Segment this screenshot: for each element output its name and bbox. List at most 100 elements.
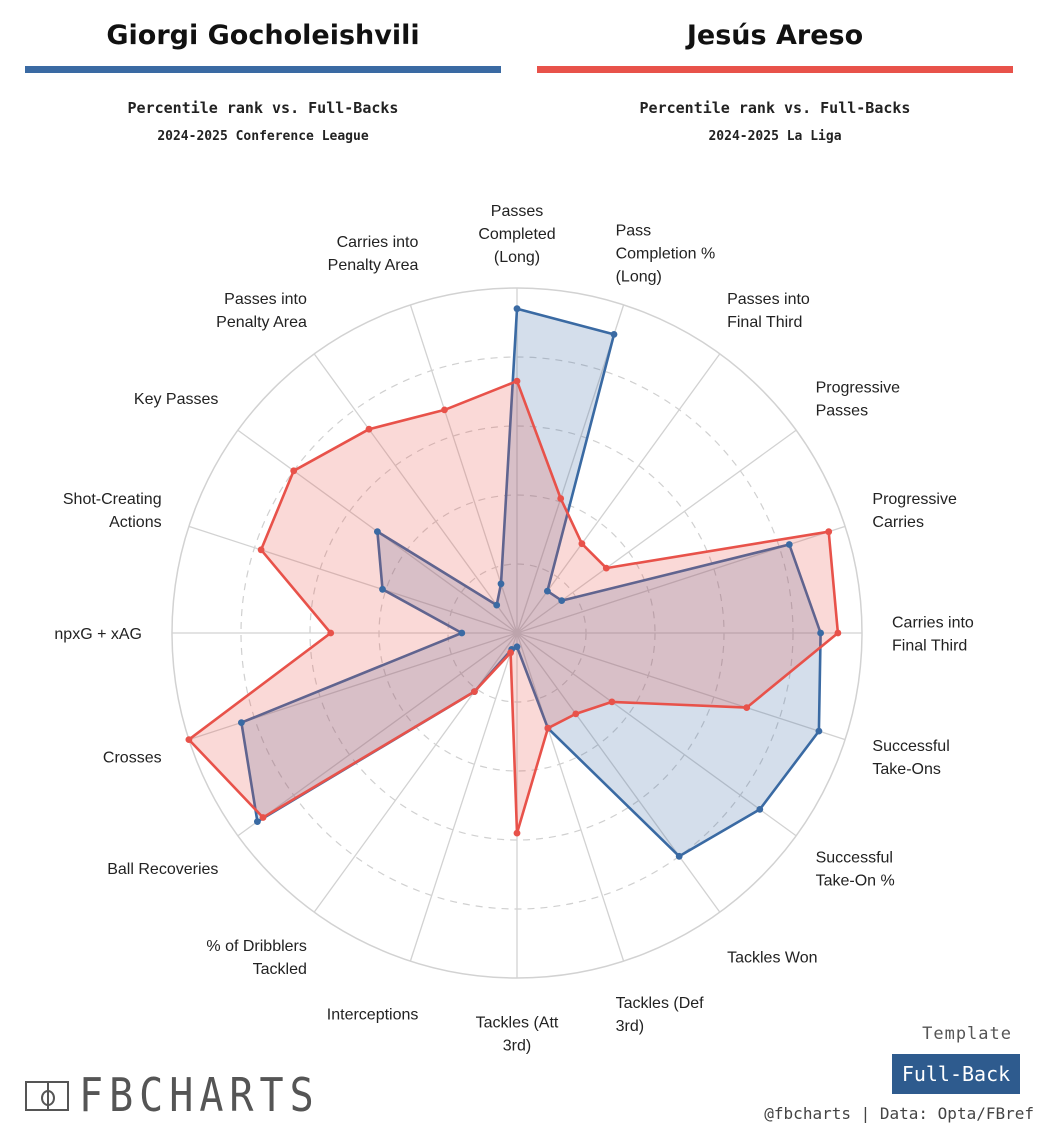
axis-label-line: (Long) (494, 249, 540, 266)
axis-label: Passes Completed (Long) (478, 203, 555, 266)
radar-point (458, 629, 466, 637)
radar-spoke (516, 353, 721, 634)
axis-label-line: Completion % (616, 246, 716, 263)
axis-label: Pass Completion % (Long) (616, 223, 716, 286)
radar-point (185, 736, 193, 743)
axis-label: Tackles (Def 3rd) (616, 995, 705, 1035)
axis-label: Ball Recoveries (107, 861, 218, 878)
radar-point (441, 406, 448, 414)
radar-spoke (409, 632, 518, 962)
credit-text: @fbcharts | Data: Opta/FBref (764, 1104, 1034, 1123)
radar-point (785, 541, 793, 548)
axis-label-line: Interceptions (327, 1006, 419, 1023)
radar-point (544, 724, 552, 732)
axis-label-line: Carries into (892, 615, 974, 632)
axis-label: Carries into Final Third (892, 615, 974, 655)
axis-label-line: 3rd) (503, 1038, 531, 1055)
axis-label-line: Final Third (892, 638, 967, 655)
radar-point (815, 727, 823, 735)
axis-label-line: Completed (478, 226, 555, 243)
competition-left: 2024-2025 Conference League (157, 129, 369, 144)
radar-point (743, 704, 751, 711)
axis-label-line: Carries (872, 514, 924, 531)
player-header-right: Jesús Areso Percentile rank vs. Full-Bac… (537, 14, 1013, 144)
radar-point (513, 643, 521, 651)
axis-label-line: Penalty Area (216, 314, 307, 331)
radar-point (675, 852, 683, 860)
axis-label-line: Carries into (337, 234, 419, 251)
axis-label: Carries into Penalty Area (328, 234, 419, 274)
logo-text: FBCHARTS (79, 1069, 320, 1123)
pitch-icon (25, 1081, 69, 1111)
radar-point (259, 814, 267, 821)
axis-label: Tackles (Att 3rd) (476, 1015, 559, 1055)
axis-label-line: Tackles (Att (476, 1015, 559, 1032)
radar-point (602, 564, 610, 572)
radar-point (374, 528, 381, 535)
radar-point (379, 585, 386, 593)
radar-point (834, 629, 842, 637)
axis-label-line: Take-Ons (872, 761, 940, 778)
axis-label-line: Passes into (224, 291, 307, 308)
axis-label: Crosses (103, 750, 162, 767)
axis-label-line: (Long) (616, 269, 662, 286)
radar-spoke (516, 632, 797, 837)
radar-point (290, 467, 298, 475)
axis-label: Interceptions (327, 1006, 419, 1023)
radar-point (544, 587, 551, 595)
radar-point (497, 580, 505, 588)
competition-right: 2024-2025 La Liga (708, 129, 842, 144)
axis-label-line: Crosses (103, 750, 162, 767)
radar-point (610, 331, 618, 338)
radar-point (513, 829, 521, 837)
axis-label-line: Progressive (872, 491, 957, 508)
axis-label: Successful Take-On % (816, 850, 895, 890)
radar-spoke (516, 632, 846, 741)
axis-label: Shot-Creating Actions (63, 491, 162, 531)
radar-spoke (409, 304, 518, 634)
axis-label-line: Penalty Area (328, 257, 419, 274)
axis-label: Key Passes (134, 391, 218, 408)
axis-label-line: Tackles Won (727, 950, 817, 967)
radar-point (493, 601, 501, 609)
axis-label: Passes into Penalty Area (216, 291, 307, 331)
axis-label-line: Ball Recoveries (107, 861, 218, 878)
radar-point (572, 710, 580, 718)
radar-point (817, 629, 824, 637)
axis-label-line: % of Dribblers (206, 938, 306, 955)
axis-label: Successful Take-Ons (872, 738, 949, 778)
axis-label: Progressive Passes (816, 379, 901, 419)
radar-point (471, 688, 478, 695)
axis-label-line: 3rd) (616, 1018, 644, 1035)
radar-point (513, 305, 521, 313)
radar-point (558, 597, 566, 604)
axis-label-line: Successful (872, 738, 949, 755)
subtitle-left: Percentile rank vs. Full-Backs (127, 99, 399, 117)
fbcharts-logo: FBCHARTS (25, 1071, 320, 1121)
axis-label-line: Shot-Creating (63, 491, 162, 508)
player-header-left: Giorgi Gocholeishvili Percentile rank vs… (25, 14, 501, 144)
player-bar-left (25, 66, 501, 73)
axis-label: Passes into Final Third (727, 291, 810, 331)
axis-label-line: Successful (816, 850, 893, 867)
axis-label-line: Final Third (727, 314, 802, 331)
radar-point (507, 649, 514, 657)
axis-label-line: Progressive (816, 379, 901, 396)
axis-label-line: Passes (491, 203, 543, 220)
radar-point (825, 528, 833, 536)
axis-label-line: Tackled (253, 961, 307, 978)
axis-label: npxG + xAG (54, 626, 142, 643)
radar-spoke (188, 525, 518, 634)
radar-point (327, 629, 335, 637)
radar-spoke (516, 632, 625, 962)
template-badge: Full-Back (892, 1054, 1020, 1094)
player-name-left: Giorgi Gocholeishvili (106, 20, 420, 51)
radar-point (257, 546, 265, 554)
radar-point (365, 425, 373, 433)
axis-label-line: Passes (816, 402, 868, 419)
axis-label: Tackles Won (727, 950, 817, 967)
axis-label-line: Actions (109, 514, 161, 531)
axis-label-line: Passes into (727, 291, 810, 308)
radar-point (513, 377, 521, 385)
